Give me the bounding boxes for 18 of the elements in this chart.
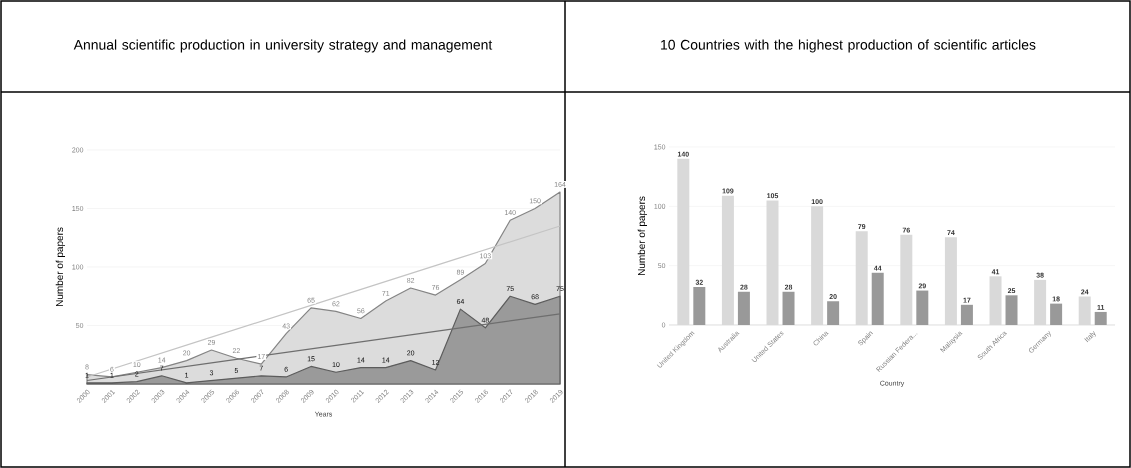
y-axis-title: Number of papers — [55, 227, 66, 307]
bar — [693, 287, 706, 325]
chart-title: Annual scientific production in university strategy and management — [73, 39, 493, 53]
bar — [1034, 279, 1047, 325]
bar — [1094, 311, 1107, 325]
bar — [782, 291, 795, 325]
bar — [989, 276, 1002, 325]
bar — [871, 272, 884, 325]
bar — [1078, 296, 1091, 325]
chart-title: 10 Countries with the highest production of scientific articles — [661, 39, 1036, 53]
bar — [916, 290, 929, 325]
line-series — [86, 313, 561, 382]
bar — [827, 301, 840, 325]
bar — [1050, 303, 1063, 325]
bar — [737, 291, 750, 325]
bar — [960, 304, 973, 325]
bar — [1005, 295, 1018, 325]
y-axis-title: Number of papers — [637, 196, 648, 276]
